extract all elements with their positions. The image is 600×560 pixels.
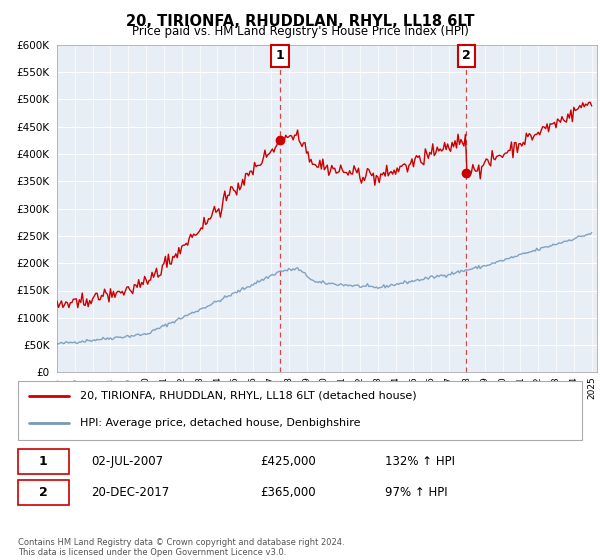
Text: 20, TIRIONFA, RHUDDLAN, RHYL, LL18 6LT (detached house): 20, TIRIONFA, RHUDDLAN, RHYL, LL18 6LT (… xyxy=(80,390,416,400)
Text: £425,000: £425,000 xyxy=(260,455,316,468)
Text: 20, TIRIONFA, RHUDDLAN, RHYL, LL18 6LT: 20, TIRIONFA, RHUDDLAN, RHYL, LL18 6LT xyxy=(126,14,474,29)
Text: 2: 2 xyxy=(462,49,471,62)
Text: 2: 2 xyxy=(39,486,48,499)
FancyBboxPatch shape xyxy=(18,381,582,440)
Text: 1: 1 xyxy=(275,49,284,62)
Text: HPI: Average price, detached house, Denbighshire: HPI: Average price, detached house, Denb… xyxy=(80,418,361,428)
Text: 132% ↑ HPI: 132% ↑ HPI xyxy=(385,455,455,468)
FancyBboxPatch shape xyxy=(18,449,69,474)
Text: 02-JUL-2007: 02-JUL-2007 xyxy=(91,455,163,468)
Text: Contains HM Land Registry data © Crown copyright and database right 2024.
This d: Contains HM Land Registry data © Crown c… xyxy=(18,538,344,557)
Text: £365,000: £365,000 xyxy=(260,486,316,499)
Text: 97% ↑ HPI: 97% ↑ HPI xyxy=(385,486,447,499)
Text: 1: 1 xyxy=(39,455,48,468)
Text: 20-DEC-2017: 20-DEC-2017 xyxy=(91,486,170,499)
Text: Price paid vs. HM Land Registry's House Price Index (HPI): Price paid vs. HM Land Registry's House … xyxy=(131,25,469,38)
FancyBboxPatch shape xyxy=(18,480,69,505)
